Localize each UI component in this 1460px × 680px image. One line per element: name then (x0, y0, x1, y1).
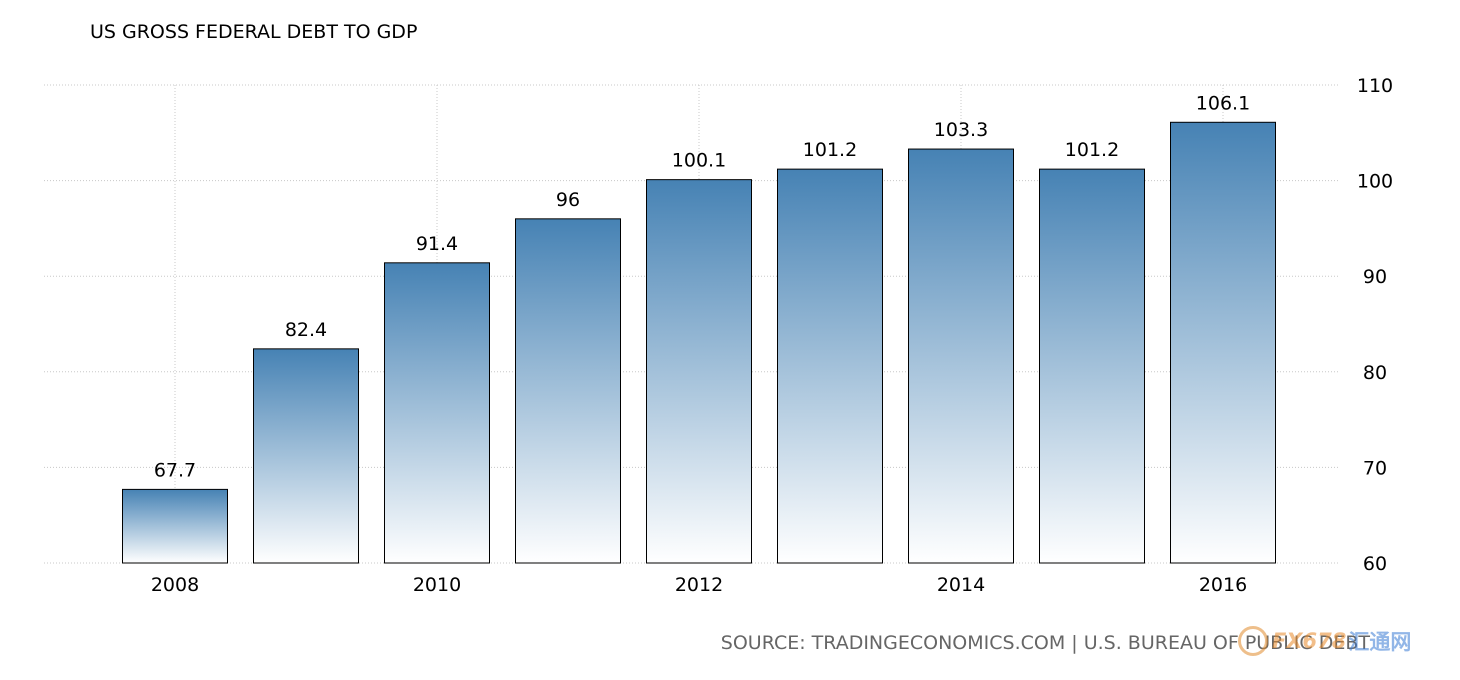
y-tick-label: 110 (1357, 75, 1393, 97)
bar-2008 (122, 488, 228, 564)
y-tick-label: 100 (1357, 171, 1393, 193)
bar-2013 (777, 168, 883, 564)
bar-value-label: 96 (556, 189, 580, 211)
y-tick-label: 80 (1363, 362, 1387, 384)
bar-2016 (1170, 121, 1276, 564)
y-tick-label: 90 (1363, 266, 1387, 288)
x-tick-label: 2014 (937, 574, 985, 596)
x-tick-label: 2010 (413, 574, 461, 596)
y-tick-label: 60 (1363, 553, 1387, 575)
bar-value-label: 101.2 (803, 139, 857, 161)
watermark-cn-text: 汇通网 (1348, 630, 1412, 654)
bar-value-label: 101.2 (1065, 139, 1119, 161)
y-tick-label: 70 (1363, 457, 1387, 479)
bar-2010 (384, 262, 490, 564)
bar-value-label: 82.4 (285, 319, 327, 341)
value-labels-layer: 67.7 82.4 91.4 96 100.1 101.2 103.3 101.2 106.1 (154, 92, 1250, 481)
bar-value-label: 67.7 (154, 459, 196, 481)
bar-2014 (908, 148, 1014, 564)
bar-value-label: 100.1 (672, 150, 726, 172)
chart-title: US GROSS FEDERAL DEBT TO GDP (90, 21, 418, 43)
x-tick-label: 2008 (151, 574, 199, 596)
bar-2015 (1039, 168, 1145, 564)
x-tick-label: 2012 (675, 574, 723, 596)
bar-value-label: 106.1 (1196, 92, 1250, 114)
x-axis: 2008 2010 2012 2014 2016 (151, 574, 1247, 596)
bar-2011 (515, 218, 621, 564)
bar-value-label: 103.3 (934, 119, 988, 141)
bars-layer (122, 121, 1276, 564)
watermark-latin-text: FX678 (1272, 629, 1347, 653)
bar-2012 (646, 179, 752, 564)
source-attribution: SOURCE: TRADINGECONOMICS.COM | U.S. BURE… (720, 632, 1370, 654)
y-axis: 60 70 80 90 100 110 (1357, 75, 1393, 575)
bar-2009 (253, 348, 359, 564)
x-tick-label: 2016 (1199, 574, 1247, 596)
bar-value-label: 91.4 (416, 233, 458, 255)
watermark-logo: FX678 汇通网 (1238, 626, 1411, 656)
watermark-circle-icon (1238, 626, 1268, 656)
